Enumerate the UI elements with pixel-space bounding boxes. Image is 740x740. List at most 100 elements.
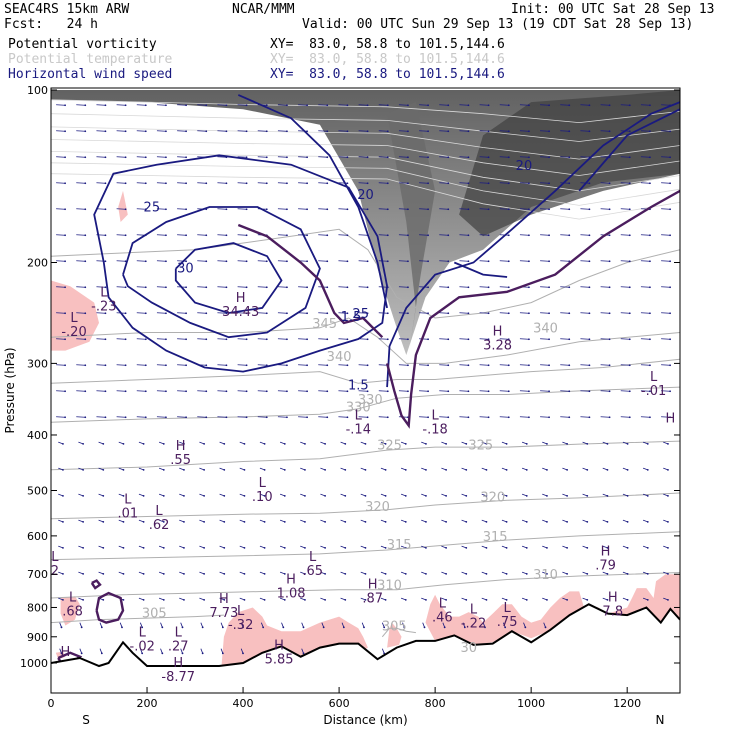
wind-vector-head bbox=[64, 156, 66, 159]
y-tick-label: 300 bbox=[27, 357, 48, 370]
wind-vector-head bbox=[505, 598, 508, 601]
wind-vector-head bbox=[286, 104, 288, 107]
pv-extremum-value: -.02 bbox=[130, 639, 155, 654]
wind-vector-head bbox=[669, 390, 671, 393]
theta-label: 30 bbox=[460, 641, 477, 656]
theta-label: 320 bbox=[365, 500, 390, 515]
wind-vector-head bbox=[568, 338, 571, 341]
wind-vector-head bbox=[102, 442, 105, 445]
wind-vector-head bbox=[104, 312, 107, 315]
wind-vector-head bbox=[223, 442, 226, 445]
wind-vector-head bbox=[223, 520, 226, 523]
wind-vector-head bbox=[64, 234, 66, 237]
wind-vector-head bbox=[183, 468, 185, 471]
wind-vector-head bbox=[243, 520, 246, 523]
wind-vector-head bbox=[628, 416, 631, 419]
wind-vector-head bbox=[548, 312, 550, 315]
wind-vector-head bbox=[608, 260, 611, 263]
wind-vector-head bbox=[64, 260, 66, 263]
wind-vector-head bbox=[82, 442, 85, 445]
wind-vector-head bbox=[504, 626, 507, 629]
wind-vector-head bbox=[84, 130, 87, 133]
wind-vector-head bbox=[185, 208, 187, 211]
wind-vector-head bbox=[82, 520, 85, 523]
wind-vector-head bbox=[245, 390, 248, 393]
pv-high-marker: H bbox=[61, 645, 71, 660]
wind-vector-head bbox=[205, 364, 208, 367]
pv-extremum-value: .87 bbox=[362, 592, 383, 607]
wind-vector-head bbox=[324, 468, 327, 471]
wind-vector-head bbox=[646, 442, 649, 445]
wind-vector-head bbox=[566, 572, 569, 575]
wind-vector-head bbox=[165, 364, 167, 367]
wind-vector-head bbox=[505, 468, 508, 471]
wind-vector-head bbox=[344, 494, 347, 497]
wind-vector-head bbox=[64, 182, 66, 185]
theta-contour bbox=[51, 531, 680, 561]
wind-vector-head bbox=[144, 312, 147, 315]
wind-vector-head bbox=[548, 260, 550, 263]
wind-vector-head bbox=[265, 312, 268, 315]
wind-vector-head bbox=[447, 390, 450, 393]
wind-vector-head bbox=[407, 104, 409, 107]
wind-vector-head bbox=[346, 312, 349, 315]
wind-vector-head bbox=[205, 182, 208, 185]
wind-vector-head bbox=[487, 130, 490, 133]
wind-vector-head bbox=[568, 156, 571, 159]
wind-speed-contour bbox=[237, 94, 388, 309]
wind-vector-head bbox=[649, 338, 651, 341]
wind-vector-head bbox=[60, 652, 63, 655]
wind-vector-head bbox=[265, 416, 268, 419]
pv-low-marker: L bbox=[470, 603, 478, 618]
wind-vector-head bbox=[124, 130, 127, 133]
wind-vector-head bbox=[162, 520, 165, 523]
wind-vector-head bbox=[447, 286, 450, 289]
wind-vector-head bbox=[161, 626, 164, 629]
wind-vector-head bbox=[263, 546, 266, 549]
pv-contour bbox=[95, 591, 125, 624]
theta-label: 315 bbox=[483, 530, 508, 545]
wind-vector-head bbox=[507, 338, 510, 341]
wind-vector-head bbox=[407, 208, 409, 211]
wind-vector-head bbox=[669, 182, 671, 185]
wind-vector-head bbox=[505, 494, 508, 497]
theta-contour bbox=[51, 151, 680, 192]
pv-extremum-value: -.14 bbox=[346, 422, 371, 437]
wind-vector-head bbox=[84, 286, 87, 289]
wind-vector-head bbox=[425, 468, 427, 471]
theta-contour bbox=[51, 492, 680, 520]
theta-label: 330 bbox=[358, 393, 383, 408]
theta-label: 310 bbox=[377, 579, 402, 594]
wind-vector-head bbox=[82, 572, 85, 575]
negative-pv-region bbox=[387, 622, 402, 648]
wind-vector-head bbox=[286, 338, 288, 341]
wind-vector-head bbox=[566, 494, 569, 497]
wind-vector-head bbox=[364, 468, 367, 471]
wind-vector-head bbox=[82, 546, 85, 549]
terrain-fill bbox=[51, 604, 680, 693]
wind-vector-head bbox=[62, 494, 64, 497]
wind-vector-head bbox=[586, 494, 589, 497]
wind-vector-head bbox=[283, 468, 286, 471]
wind-vector-head bbox=[102, 520, 105, 523]
wind-vector-head bbox=[568, 312, 571, 315]
pv-low-marker: L bbox=[259, 476, 267, 491]
wind-vector-head bbox=[467, 182, 470, 185]
pv-low-marker: L bbox=[650, 370, 658, 385]
wind-vector-head bbox=[404, 494, 407, 497]
wind-vector-head bbox=[286, 364, 288, 367]
wind-vector-head bbox=[344, 468, 347, 471]
wind-vector-head bbox=[221, 652, 224, 655]
pv-high-marker: H bbox=[666, 412, 676, 427]
wind-vector-head bbox=[263, 520, 266, 523]
wind-vector-head bbox=[205, 286, 208, 289]
y-tick-label: 200 bbox=[27, 256, 48, 269]
wind-vector-head bbox=[144, 416, 147, 419]
wind-vector-head bbox=[608, 234, 611, 237]
wind-vector-head bbox=[447, 260, 450, 263]
pv-extremum-value: .55 bbox=[170, 453, 191, 468]
x-tick-label: 400 bbox=[233, 697, 254, 710]
wind-vector-head bbox=[588, 182, 591, 185]
wind-speed-label: 1.5 bbox=[348, 378, 369, 393]
wind-vector-head bbox=[245, 286, 248, 289]
